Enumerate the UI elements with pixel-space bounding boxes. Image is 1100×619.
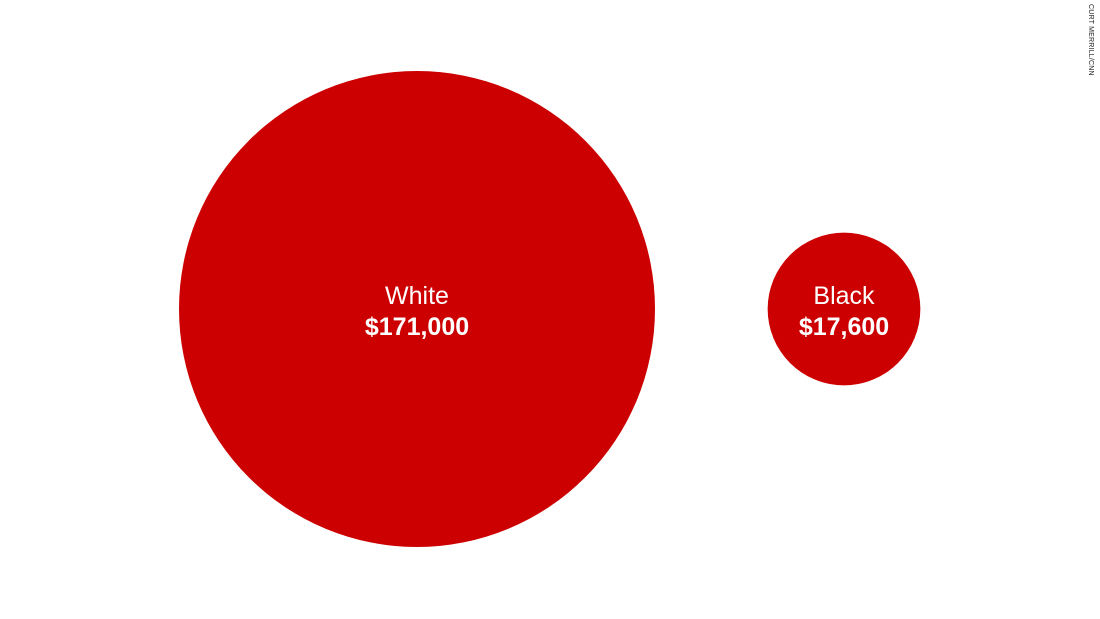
bubble-label-black: Black xyxy=(813,282,875,310)
bubble-value-white: $171,000 xyxy=(365,313,469,341)
bubble-value-black: $17,600 xyxy=(799,313,889,341)
bubble-label-white: White xyxy=(385,282,449,310)
credit-text: CURT MERRILL/CNN xyxy=(1087,4,1094,76)
bubble-group-black: Black $17,600 xyxy=(767,232,921,386)
bubble-white xyxy=(179,71,655,547)
bubble-group-white: White $171,000 xyxy=(179,71,655,547)
bubble-black xyxy=(767,232,921,386)
